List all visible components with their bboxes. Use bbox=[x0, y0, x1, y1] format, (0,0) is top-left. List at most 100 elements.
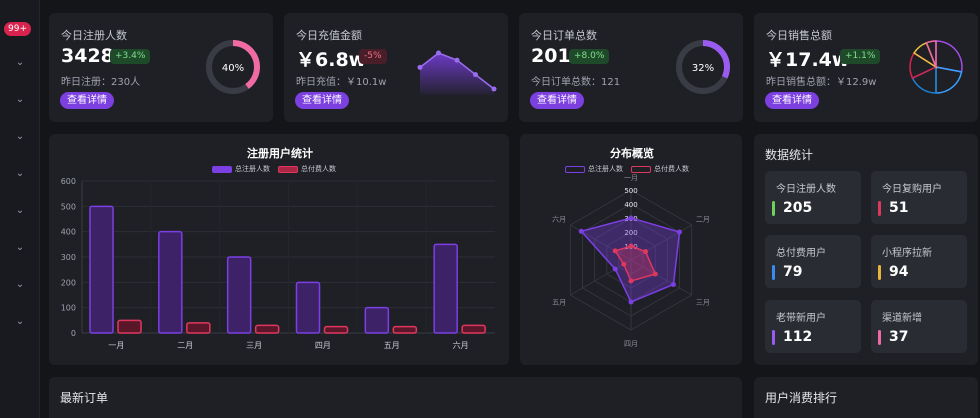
tile-accent-bar bbox=[878, 201, 881, 216]
bar-registrations bbox=[226, 256, 252, 334]
stat-title: 今日销售总额 bbox=[766, 29, 832, 42]
bar-paid bbox=[392, 325, 418, 334]
consumption-ranking-panel: 用户消费排行 bbox=[754, 377, 978, 418]
legend-item[interactable]: 总注册人数 bbox=[212, 164, 270, 174]
sparkline-point bbox=[473, 72, 478, 78]
bar-paid bbox=[186, 322, 211, 334]
chevron-down-icon[interactable]: ⌄ bbox=[15, 57, 25, 68]
chevron-down-icon[interactable]: ⌄ bbox=[15, 279, 25, 290]
tile-label: 今日复购用户 bbox=[882, 184, 942, 195]
stat-value: ￥17.4w bbox=[766, 49, 850, 71]
ring-progress-arc bbox=[206, 40, 260, 94]
legend-item[interactable]: 总付费人数 bbox=[278, 164, 336, 174]
ring-progress-arc bbox=[676, 40, 730, 94]
chevron-down-icon[interactable]: ⌄ bbox=[15, 94, 25, 105]
radar-point bbox=[621, 261, 627, 267]
registration-chart-panel: 注册用户统计 总注册人数 总付费人数 0 100 200 300 400 500 600 一月… bbox=[49, 134, 509, 365]
sparkline-point bbox=[454, 57, 460, 63]
radar-axis-label: 二月 bbox=[696, 216, 710, 224]
stat-title: 今日注册人数 bbox=[61, 29, 127, 42]
stat-tile[interactable]: 今日复购用户 51 bbox=[871, 171, 967, 224]
ring-label: 40% bbox=[222, 63, 244, 74]
tile-label: 老带新用户 bbox=[776, 313, 826, 324]
view-details-button[interactable]: 查看详情 bbox=[530, 92, 584, 109]
view-details-button[interactable]: 查看详情 bbox=[295, 92, 349, 109]
radar-point bbox=[612, 266, 618, 272]
change-chip: +3.4% bbox=[110, 49, 151, 64]
sparkline-point bbox=[417, 64, 423, 70]
sparkline-chart bbox=[417, 50, 497, 95]
radar-point bbox=[628, 278, 634, 284]
x-tick-label: 五月 bbox=[384, 341, 400, 350]
stat-value: 201 bbox=[531, 45, 571, 67]
sparkline-point bbox=[491, 86, 497, 92]
stat-tile[interactable]: 今日注册人数 205 bbox=[765, 171, 861, 224]
chevron-down-icon[interactable]: ⌄ bbox=[15, 131, 25, 142]
stat-card-sales: 今日销售总额 ￥17.4w +1.1% 昨日销售总额：￥12.9w 查看详情 bbox=[754, 13, 978, 122]
radar-ring-label: 500 bbox=[624, 187, 637, 195]
tile-value: 37 bbox=[889, 329, 909, 345]
ring-label: 32% bbox=[692, 63, 714, 74]
sparkline-point bbox=[436, 50, 441, 56]
chart-legend: 总注册人数 总付费人数 bbox=[212, 164, 336, 174]
chevron-down-icon[interactable]: ⌄ bbox=[15, 316, 25, 327]
bar-registrations bbox=[295, 281, 321, 334]
tile-accent-bar bbox=[772, 330, 775, 345]
stat-tile[interactable]: 总付费用户 79 bbox=[765, 235, 861, 288]
notification-badge[interactable]: 99+ bbox=[4, 22, 31, 36]
pie-slice bbox=[925, 40, 937, 68]
stat-card-orders: 今日订单总数 201 +8.0% 今日订单总数：121 查看详情 32% bbox=[519, 13, 743, 122]
stat-value: 3428 bbox=[61, 45, 114, 67]
stat-tile[interactable]: 老带新用户 112 bbox=[765, 300, 861, 353]
chevron-down-icon[interactable]: ⌄ bbox=[15, 168, 25, 179]
stat-title: 今日订单总数 bbox=[531, 29, 597, 42]
chevron-down-icon[interactable]: ⌄ bbox=[15, 242, 25, 253]
radar-axis-label: 四月 bbox=[624, 340, 638, 348]
tile-value: 112 bbox=[783, 329, 813, 345]
x-tick-label: 一月 bbox=[108, 341, 124, 350]
change-chip: -5% bbox=[359, 49, 387, 64]
view-details-button[interactable]: 查看详情 bbox=[60, 92, 114, 109]
radar-point bbox=[676, 229, 682, 235]
radar-spoke bbox=[570, 259, 632, 296]
chevron-down-icon[interactable]: ⌄ bbox=[15, 205, 25, 216]
radar-spoke bbox=[630, 259, 692, 296]
legend-item[interactable]: 总注册人数 bbox=[565, 164, 623, 174]
x-tick-label: 三月 bbox=[246, 341, 262, 350]
pie-slice bbox=[935, 40, 963, 73]
radar-point bbox=[670, 282, 676, 287]
radar-point bbox=[628, 299, 634, 305]
bar-registrations bbox=[364, 306, 390, 334]
tile-label: 今日注册人数 bbox=[776, 184, 836, 195]
progress-ring: 40% bbox=[206, 40, 260, 94]
chart-title: 注册用户统计 bbox=[247, 147, 313, 160]
bar-paid bbox=[254, 324, 280, 334]
legend-item[interactable]: 总付费人数 bbox=[631, 164, 689, 174]
tile-value: 205 bbox=[783, 200, 813, 216]
radar-axis-label: 三月 bbox=[696, 299, 710, 307]
stat-tile[interactable]: 渠道新增 37 bbox=[871, 300, 967, 353]
radar-point bbox=[652, 271, 658, 277]
chart-legend: 总注册人数 总付费人数 bbox=[565, 164, 689, 174]
radar-point bbox=[628, 243, 634, 249]
tile-value: 51 bbox=[889, 200, 909, 216]
x-tick-label: 六月 bbox=[453, 340, 469, 350]
stat-card-registrations: 今日注册人数 3428 +3.4% 昨日注册：230人 查看详情 40% bbox=[49, 13, 273, 122]
sparkline-area bbox=[420, 53, 494, 95]
section-title: 数据统计 bbox=[765, 148, 814, 162]
radar-axis-label: 一月 bbox=[624, 174, 638, 182]
y-tick-label: 100 bbox=[61, 304, 76, 313]
view-details-button[interactable]: 查看详情 bbox=[765, 92, 819, 109]
latest-orders-panel: 最新订单 bbox=[49, 377, 742, 418]
stat-tile[interactable]: 小程序拉新 94 bbox=[871, 235, 967, 288]
y-tick-label: 500 bbox=[61, 202, 76, 211]
tile-accent-bar bbox=[878, 330, 881, 345]
stat-value: ￥6.8w bbox=[296, 49, 367, 71]
tile-label: 总付费用户 bbox=[776, 248, 826, 259]
y-tick-label: 600 bbox=[61, 177, 76, 186]
pie-slice bbox=[911, 65, 937, 94]
bar-paid bbox=[461, 324, 486, 334]
radar-axis-label: 六月 bbox=[552, 215, 566, 224]
tile-label: 小程序拉新 bbox=[882, 248, 932, 259]
x-tick-label: 四月 bbox=[315, 341, 331, 350]
